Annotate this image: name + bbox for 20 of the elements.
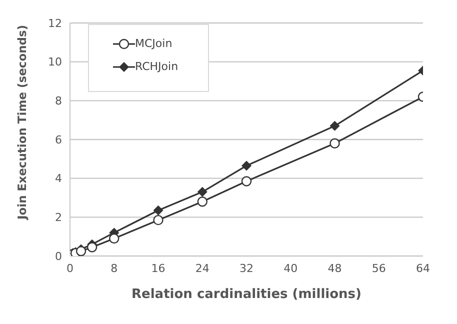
x-tick-label: 16 [151,262,166,275]
y-tick-label: 10 [48,56,62,69]
x-tick-label: 64 [416,262,430,275]
x-tick-label: 48 [328,262,342,275]
legend-label: RCHJoin [135,60,178,73]
y-tick-label: 12 [48,16,62,30]
y-tick-label: 0 [55,250,62,263]
x-tick-label: 8 [110,262,118,275]
y-tick-label: 2 [55,211,62,224]
x-tick-label: 32 [240,262,254,275]
x-axis-title: Relation cardinalities (millions) [132,287,362,302]
legend-label: MCJoin [135,37,172,50]
y-axis-title: Join Execution Time (seconds) [15,24,30,220]
x-tick-label: 0 [66,262,74,275]
x-tick-label: 24 [195,262,210,275]
y-tick-label: 6 [55,133,62,146]
x-tick-label: 56 [372,262,386,275]
x-tick-label: 40 [284,262,298,275]
y-tick-label: 8 [55,94,62,108]
y-tick-label: 4 [55,172,62,186]
